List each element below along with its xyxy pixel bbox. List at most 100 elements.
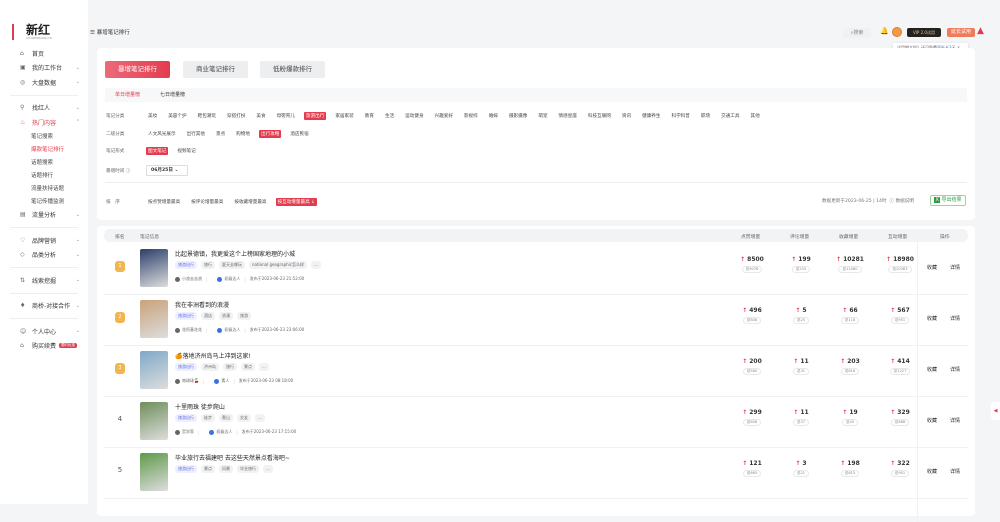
- favorite-button[interactable]: 收藏: [927, 367, 938, 373]
- filter-option[interactable]: 婚嫁: [488, 113, 498, 119]
- tag[interactable]: national geographic怎么样: [249, 261, 307, 269]
- vip-badge[interactable]: VIP 2.0试用: [907, 28, 941, 37]
- note-title[interactable]: 我在非洲看到的浪漫: [175, 302, 230, 309]
- filter-option[interactable]: 旅游出行: [303, 111, 327, 120]
- tag[interactable]: 旅游出行: [175, 261, 197, 269]
- sidebar-item[interactable]: ♡ 品牌营销 ⌄: [20, 236, 80, 245]
- filter-option[interactable]: 科技互联网: [587, 113, 611, 119]
- sidebar-item[interactable]: ⌂ 首页: [20, 49, 45, 58]
- tag[interactable]: 爬山: [219, 414, 233, 422]
- filter-option[interactable]: 出行其他: [186, 131, 205, 137]
- sidebar-subitem[interactable]: 流量扶持话题: [31, 186, 65, 192]
- bell-icon[interactable]: 🔔: [880, 27, 889, 35]
- sidebar-item[interactable]: ☺ 个人中心 ⌄: [20, 327, 80, 336]
- tag[interactable]: 酒店: [201, 312, 215, 320]
- filter-option[interactable]: 美容个护: [168, 113, 187, 119]
- filter-option[interactable]: 影视综: [463, 113, 478, 119]
- filter-option[interactable]: 图文笔记: [146, 146, 169, 155]
- collapse-handle[interactable]: ◀: [991, 402, 1000, 420]
- sidebar-item[interactable]: ▣ 我的工作台 ⌄: [20, 64, 80, 73]
- sidebar-item[interactable]: ◇ 品类分析 ⌄: [20, 251, 80, 260]
- sidebar-item[interactable]: ⌂ 购买续费 限时优惠: [20, 342, 78, 351]
- table-row[interactable]: 3 🍊落地济州岛马上冲到这家! 旅游出行 济州岛 旅行 景点... 南球球🍒 | 素人 | 发布…: [104, 346, 968, 397]
- tag[interactable]: 毕业旅行: [237, 465, 259, 473]
- avatar[interactable]: [892, 27, 902, 37]
- filter-option[interactable]: 人文风光展示: [148, 131, 176, 137]
- extend-trial-button[interactable]: 延长试用: [947, 28, 975, 37]
- tag[interactable]: 景点: [201, 465, 215, 473]
- sidebar-item[interactable]: ♦ 商桥-对接合作 ⌄: [20, 302, 80, 311]
- filter-option[interactable]: 美妆: [148, 113, 158, 119]
- tag[interactable]: ...: [255, 414, 265, 422]
- filter-option[interactable]: 交通工具: [721, 113, 740, 119]
- filter-option[interactable]: 视频笔记: [177, 148, 196, 154]
- filter-option[interactable]: 穿搭打扮: [226, 113, 246, 119]
- search-button[interactable]: ⌕搜索: [843, 28, 871, 38]
- tag[interactable]: 旅行: [201, 261, 215, 269]
- favorite-button[interactable]: 收藏: [927, 469, 938, 475]
- filter-option[interactable]: 运动健身: [405, 113, 424, 119]
- tag[interactable]: 风景: [219, 465, 233, 473]
- note-title[interactable]: 毕业旅行去福建吧 去这些天然景点看海吧~: [175, 455, 290, 462]
- table-row[interactable]: 5 毕业旅行去福建吧 去这些天然景点看海吧~ 旅游出行 景点 风景 毕业旅行... ↑…: [104, 448, 968, 499]
- sidebar-item[interactable]: ♨ 热门内容 ⌃: [20, 118, 80, 127]
- tag[interactable]: 旅游出行: [175, 465, 197, 473]
- sidebar-subitem[interactable]: 笔记搜索: [31, 134, 54, 140]
- tag[interactable]: 交友: [237, 414, 251, 422]
- logo[interactable]: 新红 XH.NEWRANK.CN: [12, 24, 52, 40]
- filter-option[interactable]: 职场: [700, 113, 711, 119]
- filter-option[interactable]: 教育: [364, 113, 374, 119]
- sidebar-subitem[interactable]: 笔记传播监测: [31, 199, 65, 205]
- filter-option[interactable]: 鞋包潮玩: [197, 113, 216, 119]
- data-note-link[interactable]: 数据说明: [895, 199, 914, 204]
- filter-option[interactable]: 家居家装: [335, 113, 354, 119]
- sidebar-item[interactable]: ◎ 大盘数据 ⌄: [20, 78, 80, 87]
- detail-button[interactable]: 详情: [950, 367, 961, 373]
- tab-surge[interactable]: 暴增笔记排行: [105, 61, 170, 78]
- filter-option[interactable]: 酒店民宿: [290, 131, 309, 137]
- tag[interactable]: 旅行: [223, 363, 237, 371]
- export-button[interactable]: X 导出结果: [930, 195, 966, 206]
- note-thumbnail[interactable]: [140, 300, 168, 338]
- filter-option[interactable]: 兴趣爱好: [434, 113, 453, 119]
- tab-commercial[interactable]: 商业笔记排行: [183, 61, 248, 78]
- note-thumbnail[interactable]: [140, 402, 168, 440]
- filter-option[interactable]: 科学科普: [671, 113, 690, 119]
- filter-option[interactable]: 按互动增量最高 ↓: [275, 197, 317, 206]
- filter-option[interactable]: 出行攻略: [258, 129, 282, 138]
- filter-option[interactable]: 按点赞增量最高: [148, 199, 181, 205]
- filter-option[interactable]: 按评论增量最高: [191, 199, 224, 205]
- sidebar-subitem[interactable]: 话题搜索: [31, 160, 54, 166]
- filter-option[interactable]: 健康养生: [642, 113, 661, 119]
- tag[interactable]: 浪漫: [219, 312, 233, 320]
- author-name[interactable]: 南球球🍒: [182, 378, 199, 383]
- sidebar-item[interactable]: ⚲ 找红人 ⌄: [20, 104, 80, 113]
- extend-link[interactable]: 再延长3天: [937, 45, 956, 50]
- date-select[interactable]: 06月25日 ⌄: [146, 165, 188, 176]
- subtab-weekly[interactable]: 七日增量榜: [160, 92, 186, 98]
- note-thumbnail[interactable]: [140, 351, 168, 389]
- tag[interactable]: 旅游出行: [175, 414, 197, 422]
- table-row[interactable]: 1 比起景德镇，我更爱这个上榜国家地理的小城 旅游出行 旅行 夏天去哪玩 nation…: [104, 244, 968, 295]
- favorite-button[interactable]: 收藏: [927, 265, 938, 271]
- favorite-button[interactable]: 收藏: [927, 418, 938, 424]
- detail-button[interactable]: 详情: [950, 265, 961, 271]
- sidebar-item[interactable]: ⇅ 线索挖掘 ⌄: [20, 276, 80, 285]
- filter-option[interactable]: 按收藏增量最高: [234, 199, 267, 205]
- filter-option[interactable]: 美食: [256, 113, 266, 119]
- note-title[interactable]: 🍊落地济州岛马上冲到这家!: [175, 353, 251, 360]
- note-thumbnail[interactable]: [140, 249, 168, 287]
- sidebar-subitem[interactable]: 话题排行: [31, 173, 54, 179]
- author-name[interactable]: 小浪去去浪: [182, 276, 202, 281]
- filter-option[interactable]: 母婴育儿: [276, 113, 295, 119]
- filter-option[interactable]: 购物地: [236, 131, 250, 137]
- note-title[interactable]: 比起景德镇，我更爱这个上榜国家地理的小城: [175, 251, 296, 258]
- tag[interactable]: 景点: [241, 363, 255, 371]
- note-title[interactable]: 十里雨珠 徒步爬山: [175, 404, 225, 411]
- sidebar-subitem[interactable]: 爆款笔记排行: [31, 147, 65, 153]
- subtab-daily[interactable]: 单日增量榜: [115, 92, 141, 98]
- close-icon[interactable]: ×: [957, 45, 960, 50]
- table-row[interactable]: 4 十里雨珠 徒步爬山 旅游出行 徒步 爬山 交友... 哲学家 | 初级达人 | 发布于202…: [104, 397, 968, 448]
- detail-button[interactable]: 详情: [950, 316, 961, 322]
- table-row[interactable]: 2 我在非洲看到的浪漫 旅游出行 酒店 浪漫 旅游 花阿基花花 | 初级达人 | 发布于2023…: [104, 295, 968, 346]
